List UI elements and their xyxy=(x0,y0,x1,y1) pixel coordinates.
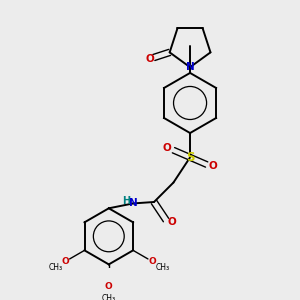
Text: O: O xyxy=(163,143,172,154)
Text: S: S xyxy=(186,151,194,164)
Text: O: O xyxy=(62,257,70,266)
Text: CH₃: CH₃ xyxy=(102,294,116,300)
Text: CH₃: CH₃ xyxy=(48,263,62,272)
Text: H: H xyxy=(122,196,130,206)
Text: O: O xyxy=(208,161,217,171)
Text: CH₃: CH₃ xyxy=(155,263,170,272)
Text: O: O xyxy=(148,257,156,266)
Text: O: O xyxy=(146,54,154,64)
Text: O: O xyxy=(167,217,176,227)
Text: N: N xyxy=(129,198,137,208)
Text: O: O xyxy=(105,282,113,291)
Text: N: N xyxy=(186,62,194,72)
